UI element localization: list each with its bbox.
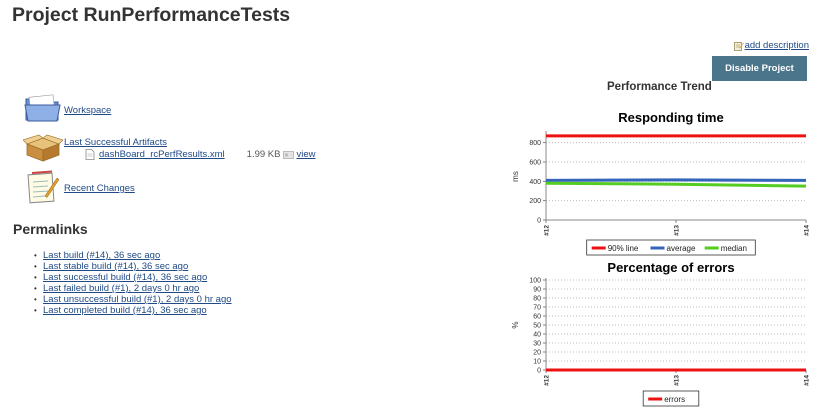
add-description-label[interactable]: add description bbox=[744, 40, 809, 51]
percentage-errors-chart[interactable]: Percentage of errors 0 10 20 30 40 50 60 70 80 90 1… bbox=[505, 258, 812, 408]
y-tick-label: 50 bbox=[533, 323, 541, 330]
permalink-last-build[interactable]: Last build (#14), 36 sec ago bbox=[43, 250, 161, 261]
disable-project-button[interactable]: Disable Project bbox=[712, 56, 807, 81]
y-tick-label: 0 bbox=[537, 368, 541, 375]
artifact-row: dashBoard_rcPerfResults.xml 1.99 KB view bbox=[85, 149, 316, 160]
x-tick-label: #14 bbox=[804, 225, 811, 236]
permalink-item[interactable]: Last unsuccessful build (#1), 2 days 0 h… bbox=[34, 294, 232, 305]
performance-trend-heading: Performance Trend bbox=[607, 81, 712, 93]
chart-title: Percentage of errors bbox=[607, 260, 734, 275]
y-tick-label: 100 bbox=[529, 278, 541, 285]
permalink-last-completed[interactable]: Last completed build (#14), 36 sec ago bbox=[43, 305, 207, 316]
permalink-last-successful[interactable]: Last successful build (#14), 36 sec ago bbox=[43, 272, 208, 283]
legend-label: average bbox=[667, 244, 696, 253]
y-tick-label: 0 bbox=[537, 218, 541, 225]
add-description-link[interactable]: add description bbox=[733, 40, 809, 51]
series-line-median bbox=[545, 181, 807, 188]
artifact-file-link[interactable]: dashBoard_rcPerfResults.xml bbox=[99, 149, 225, 160]
artifact-view-link[interactable]: view bbox=[296, 149, 316, 160]
edit-note-icon bbox=[733, 41, 744, 51]
y-tick-label: 30 bbox=[533, 341, 541, 348]
permalink-last-failed[interactable]: Last failed build (#1), 2 days 0 hr ago bbox=[43, 283, 200, 294]
y-axis-label: % bbox=[511, 321, 520, 328]
permalink-item[interactable]: Last stable build (#14), 36 sec ago bbox=[34, 261, 232, 272]
y-tick-label: 800 bbox=[529, 140, 541, 147]
page-title: Project RunPerformanceTests bbox=[12, 4, 291, 26]
y-tick-label: 400 bbox=[529, 179, 541, 186]
recent-changes-entry[interactable]: Recent Changes bbox=[27, 170, 135, 204]
y-tick-label: 60 bbox=[533, 314, 541, 321]
permalink-last-stable[interactable]: Last stable build (#14), 36 sec ago bbox=[43, 261, 189, 272]
permalink-item[interactable]: Last failed build (#1), 2 days 0 hr ago bbox=[34, 283, 232, 294]
folder-icon bbox=[24, 94, 61, 122]
legend-label: errors bbox=[664, 395, 685, 404]
responding-time-chart[interactable]: Responding time 0 200 400 600 800 ms #12 #13 #14 9… bbox=[505, 105, 812, 260]
y-tick-label: 200 bbox=[529, 198, 541, 205]
permalinks-list: Last build (#14), 36 sec ago Last stable… bbox=[34, 250, 232, 316]
legend-box bbox=[642, 390, 700, 407]
x-tick-label: #12 bbox=[544, 225, 551, 236]
y-tick-label: 20 bbox=[533, 350, 541, 357]
fingerprint-icon bbox=[283, 150, 295, 159]
legend-box bbox=[586, 239, 756, 256]
permalink-item[interactable]: Last successful build (#14), 36 sec ago bbox=[34, 272, 232, 283]
file-icon bbox=[85, 149, 95, 160]
legend-label: median bbox=[721, 244, 747, 253]
recent-changes-link[interactable]: Recent Changes bbox=[64, 183, 135, 194]
y-axis-label: ms bbox=[511, 171, 520, 182]
y-tick-label: 90 bbox=[533, 287, 541, 294]
workspace-link[interactable]: Workspace bbox=[64, 105, 112, 116]
last-artifacts-entry[interactable]: Last Successful Artifacts bbox=[23, 134, 167, 162]
x-tick-label: #13 bbox=[674, 375, 681, 386]
notepad-icon bbox=[27, 170, 59, 204]
legend-label: 90% line bbox=[608, 244, 639, 253]
artifact-size: 1.99 KB bbox=[246, 149, 281, 160]
y-tick-label: 80 bbox=[533, 296, 541, 303]
y-tick-label: 600 bbox=[529, 160, 541, 167]
permalinks-heading: Permalinks bbox=[13, 221, 88, 237]
chart-title: Responding time bbox=[618, 110, 723, 125]
permalink-item[interactable]: Last completed build (#14), 36 sec ago bbox=[34, 305, 232, 316]
permalink-last-unsuccessful[interactable]: Last unsuccessful build (#1), 2 days 0 h… bbox=[43, 294, 232, 305]
x-tick-label: #12 bbox=[544, 375, 551, 386]
y-tick-label: 40 bbox=[533, 332, 541, 339]
package-box-icon bbox=[23, 134, 63, 162]
y-tick-label: 70 bbox=[533, 305, 541, 312]
last-artifacts-link[interactable]: Last Successful Artifacts bbox=[64, 137, 167, 148]
artifact-view[interactable]: view bbox=[283, 149, 316, 160]
x-tick-label: #14 bbox=[804, 375, 811, 386]
permalink-item[interactable]: Last build (#14), 36 sec ago bbox=[34, 250, 232, 261]
y-tick-label: 10 bbox=[533, 359, 541, 366]
x-tick-label: #13 bbox=[674, 225, 681, 236]
workspace-entry[interactable]: Workspace bbox=[23, 93, 111, 123]
